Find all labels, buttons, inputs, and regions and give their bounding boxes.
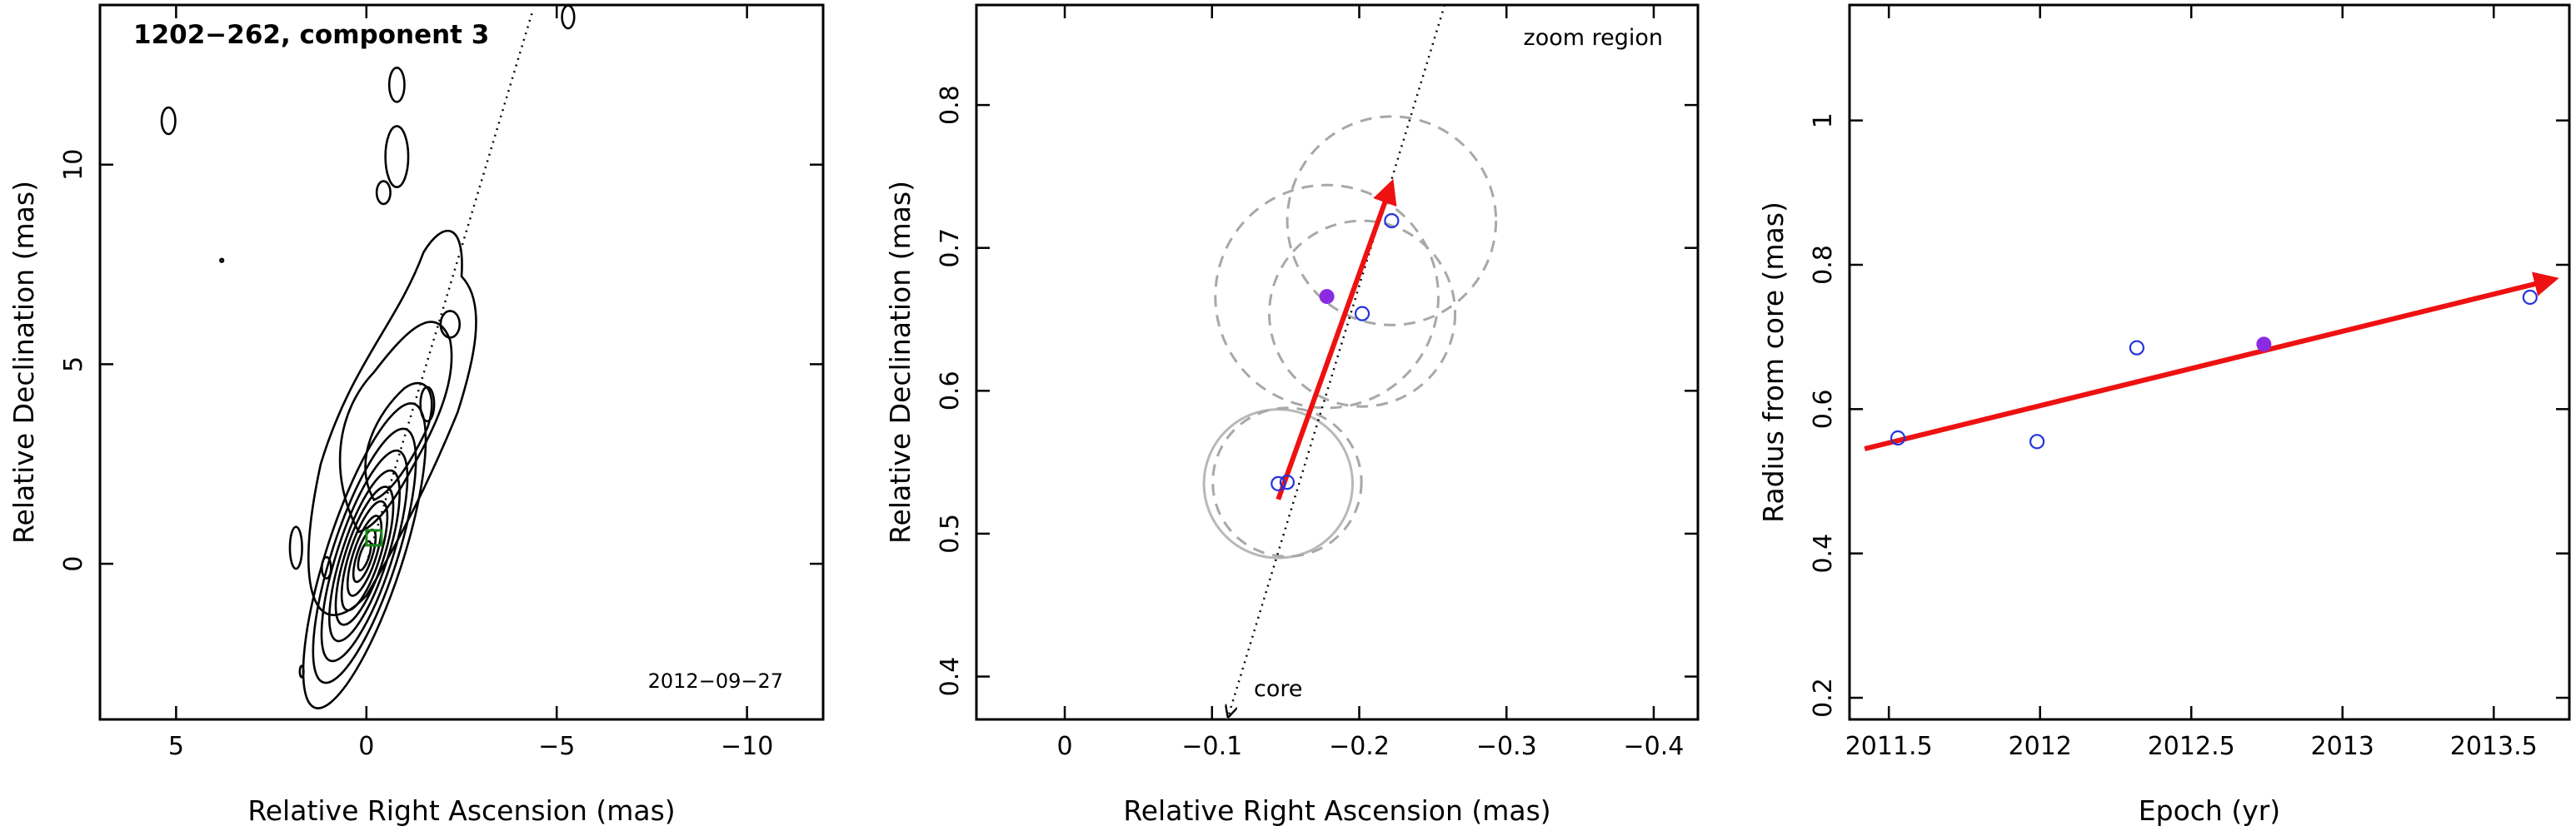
current-epoch-point — [1319, 289, 1335, 305]
y-tick-label: 0.7 — [936, 228, 965, 268]
x-tick-label: −0.4 — [1624, 732, 1685, 761]
x-tick-label: −0.3 — [1476, 732, 1537, 761]
zoom-region-label: zoom region — [1524, 25, 1663, 51]
uncertainty-circle — [1211, 406, 1363, 558]
y-axis-label: Relative Declination (mas) — [884, 181, 916, 544]
epoch-point — [2029, 434, 2045, 450]
knot-contour — [160, 106, 177, 136]
epoch-point — [1279, 475, 1295, 490]
jet-axis-line — [1228, 4, 1446, 717]
y-tick-label: 0.6 — [1809, 389, 1838, 429]
uncertainty-circle — [1202, 408, 1355, 560]
y-tick-label: 0 — [59, 556, 88, 572]
current-epoch-point — [2256, 336, 2272, 352]
x-tick-label: −0.1 — [1181, 732, 1242, 761]
uncertainty-circle — [1268, 219, 1457, 408]
core-contour — [334, 485, 395, 626]
component-marker — [365, 529, 383, 547]
x-tick-label: 2013 — [2311, 732, 2374, 761]
y-tick-label: 10 — [59, 149, 88, 181]
uncertainty-circles — [1202, 115, 1498, 560]
epoch-annotation: 2012−09−27 — [648, 669, 783, 693]
x-tick-label: 0 — [1056, 732, 1072, 761]
y-tick-label: 0.4 — [936, 657, 965, 697]
x-tick-label: 2011.5 — [1845, 732, 1933, 761]
plot-frame — [975, 3, 1700, 721]
x-tick-label: 2013.5 — [2450, 732, 2538, 761]
y-tick-label: 0.2 — [1809, 678, 1838, 718]
x-tick-label: −0.2 — [1329, 732, 1390, 761]
x-tick-label: 0 — [358, 732, 374, 761]
knot-contour — [219, 257, 225, 263]
axis-ticks: 2011.5 2012 2012.5 2013 2013.5 0.2 0.4 0.6 0.8 1 — [1809, 5, 2569, 761]
jet-axis-line — [365, 11, 534, 565]
knot-contour — [375, 180, 392, 206]
knot-contour — [419, 386, 436, 423]
x-axis-label: Epoch (yr) — [2139, 794, 2280, 827]
knot-contour — [298, 664, 305, 679]
y-tick-label: 0.8 — [936, 85, 965, 125]
panel-contour-map: 5 0 −5 −10 0 5 10 1202−262, component 3 2012−0… — [7, 3, 825, 827]
x-tick-label: −10 — [721, 732, 773, 761]
jet-contour — [307, 229, 477, 616]
x-axis-label: Relative Right Ascension (mas) — [1123, 794, 1550, 827]
panel-radius-epoch: 2011.5 2012 2012.5 2013 2013.50.20.40.60.81 … — [1757, 3, 2571, 827]
y-tick-label: 0.5 — [936, 514, 965, 554]
y-tick-label: 5 — [59, 356, 88, 372]
panel-zoom-region: 0 −0.1 −0.2 −0.3 −0.4 0.4 0.5 0.6 0.7 0.8 zoom re… — [884, 3, 1700, 827]
contour-set — [160, 4, 576, 709]
x-tick-label: 2012.5 — [2148, 732, 2235, 761]
plot-frame — [1848, 3, 2571, 721]
x-axis-label: Relative Right Ascension (mas) — [247, 794, 675, 827]
knot-contour — [439, 310, 462, 339]
x-tick-label: 5 — [168, 732, 184, 761]
y-tick-label: 0.4 — [1809, 534, 1838, 574]
axis-ticks: 0 −0.1 −0.2 −0.3 −0.4 0.4 0.5 0.6 0.7 0.8 — [936, 5, 1698, 761]
core-contour — [340, 500, 389, 612]
epoch-point — [2129, 340, 2144, 356]
epoch-points — [1890, 289, 2538, 450]
epoch-point — [1890, 430, 1906, 446]
epoch-point — [1271, 475, 1286, 491]
epoch-point — [2522, 289, 2538, 306]
knot-contour — [387, 67, 406, 103]
x-tick-label: 2012 — [2009, 732, 2072, 761]
uncertainty-circle — [1286, 115, 1498, 326]
core-label: core — [1254, 676, 1302, 702]
epoch-points — [1271, 213, 1400, 491]
x-tick-label: −5 — [538, 732, 575, 761]
axis-ticks: 5 0 −5 −10 0 5 10 — [59, 5, 823, 761]
motion-fit-arrow — [1864, 271, 2559, 451]
plot-frame — [98, 3, 825, 721]
y-tick-label: 1 — [1809, 112, 1838, 128]
y-axis-label: Relative Declination (mas) — [7, 181, 40, 544]
motion-vector-arrow — [1276, 178, 1397, 500]
y-axis-label: Radius from core (mas) — [1757, 202, 1790, 523]
panel-title: 1202−262, component 3 — [133, 20, 489, 50]
jet-contour — [338, 321, 453, 534]
uncertainty-circle — [1214, 183, 1440, 410]
knot-contour — [561, 4, 576, 30]
knot-contour — [384, 125, 410, 188]
y-tick-label: 0.6 — [936, 371, 965, 411]
core-contour — [312, 427, 417, 684]
core-contour — [320, 449, 409, 663]
core-contour — [346, 515, 383, 597]
knot-contour — [288, 525, 303, 570]
epoch-point — [1384, 213, 1400, 229]
y-tick-label: 0.8 — [1809, 245, 1838, 285]
epoch-point — [1354, 306, 1370, 321]
knot-contour — [321, 555, 332, 580]
